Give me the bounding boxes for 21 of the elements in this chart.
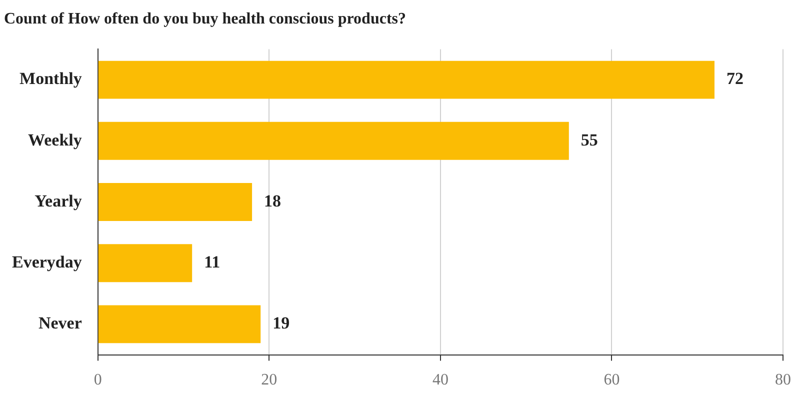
bar bbox=[98, 60, 714, 99]
data-label: 72 bbox=[726, 69, 744, 88]
y-tick-label: Yearly bbox=[34, 191, 82, 210]
x-tick-label: 20 bbox=[261, 372, 278, 389]
x-tick-label: 60 bbox=[604, 372, 620, 389]
x-tick-label: 80 bbox=[775, 372, 791, 389]
x-tick-label: 0 bbox=[94, 372, 102, 389]
chart-title: Count of How often do you buy health conscious products? bbox=[4, 10, 406, 28]
bar bbox=[98, 122, 569, 160]
y-tick-label: Monthly bbox=[20, 69, 82, 88]
bar bbox=[98, 305, 261, 344]
y-tick-label: Weekly bbox=[28, 130, 82, 150]
bar bbox=[98, 244, 192, 282]
y-tick-label: Everyday bbox=[12, 252, 82, 272]
data-label: 18 bbox=[264, 191, 282, 210]
data-label: 11 bbox=[204, 252, 220, 272]
data-label: 55 bbox=[580, 130, 598, 150]
x-tick-label: 40 bbox=[432, 372, 448, 389]
bar bbox=[98, 183, 252, 221]
y-tick-label: Never bbox=[38, 314, 82, 333]
data-label: 19 bbox=[272, 314, 290, 333]
